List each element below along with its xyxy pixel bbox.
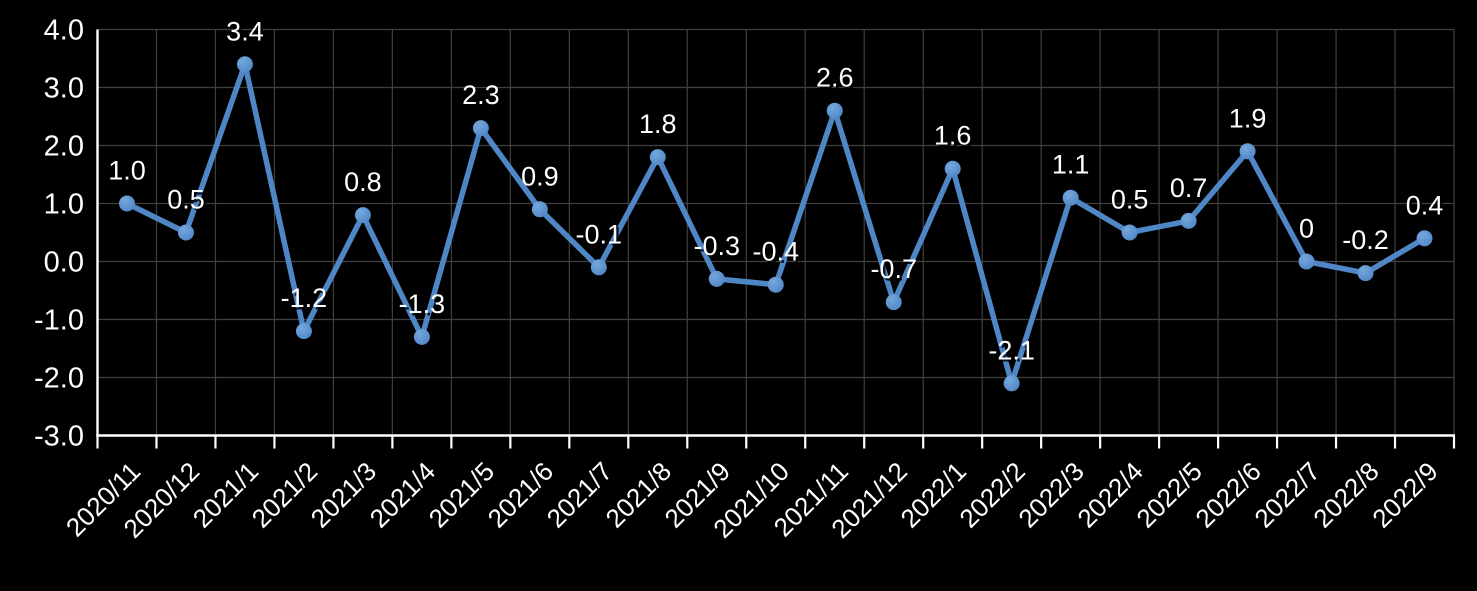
data-point-marker xyxy=(413,328,430,345)
data-point-label: 0.9 xyxy=(521,161,559,191)
y-axis-tick-label: 2.0 xyxy=(44,131,84,163)
data-point-marker xyxy=(1239,143,1256,160)
data-point-marker xyxy=(767,276,784,293)
data-point-marker xyxy=(826,102,843,119)
data-point-label: 1.6 xyxy=(934,121,972,151)
data-point-marker xyxy=(885,294,902,311)
data-point-marker xyxy=(944,160,961,177)
data-point-labels: 1.01.00.50.53.43.4-1.2-1.20.80.8-1.3-1.3… xyxy=(108,16,1445,367)
data-point-label-shadow: 1.9 xyxy=(1231,106,1269,136)
data-point-label: 2.3 xyxy=(462,80,500,110)
data-point-label-shadow: 2.6 xyxy=(818,65,856,95)
data-point-marker xyxy=(1003,375,1020,392)
axes xyxy=(96,29,1456,449)
data-point-label-shadow: 0.5 xyxy=(170,187,208,217)
data-point-label: -0.4 xyxy=(752,237,799,267)
data-point-label-shadow: 2.3 xyxy=(464,83,502,113)
data-point-markers xyxy=(118,56,1433,392)
data-point-label-shadow: 0.8 xyxy=(347,170,385,200)
y-axis-tick-label: 0.0 xyxy=(44,247,84,279)
data-point-marker xyxy=(590,259,607,276)
data-point-label-shadow: -1.3 xyxy=(401,291,448,321)
data-point-label: 0.5 xyxy=(167,185,205,215)
data-point-label-shadow: 0.4 xyxy=(1408,193,1446,223)
y-axis-tick-label: -1.0 xyxy=(34,305,84,337)
data-point-marker xyxy=(649,149,666,166)
data-point-label: -0.3 xyxy=(694,231,741,261)
data-point-label: -0.1 xyxy=(576,219,623,249)
data-point-label-shadow: -2.1 xyxy=(991,338,1038,368)
data-point-marker xyxy=(236,56,253,73)
data-point-label-shadow: 0.9 xyxy=(523,164,561,194)
data-point-label: -0.7 xyxy=(870,254,917,284)
data-point-marker xyxy=(531,201,548,218)
horizontal-gridlines xyxy=(97,28,1454,379)
data-point-marker xyxy=(1180,212,1197,229)
data-point-label: 0.7 xyxy=(1170,173,1208,203)
data-point-label-shadow: 1.0 xyxy=(111,158,149,188)
data-point-marker xyxy=(1298,253,1315,270)
data-point-label-shadow: 1.1 xyxy=(1054,152,1092,182)
y-axis-tick-label: -3.0 xyxy=(34,421,84,453)
data-point-label: 2.6 xyxy=(816,63,854,93)
data-point-label: 1.8 xyxy=(639,109,677,139)
data-point-marker xyxy=(177,224,194,241)
data-point-label: 0.5 xyxy=(1111,185,1149,215)
data-point-marker xyxy=(1357,265,1374,282)
y-axis-tick-label: 3.0 xyxy=(44,73,84,105)
data-point-label: -2.1 xyxy=(988,335,1035,365)
data-point-label-shadow: 1.6 xyxy=(936,123,974,153)
data-point-marker xyxy=(1416,230,1433,247)
data-point-label-shadow: -0.2 xyxy=(1345,228,1392,258)
data-point-label-shadow: -0.3 xyxy=(696,233,743,263)
data-point-label: 1.0 xyxy=(108,156,146,186)
data-point-label-shadow: 0.7 xyxy=(1172,175,1210,205)
data-point-label: 1.9 xyxy=(1229,103,1267,133)
data-point-label-shadow: -1.2 xyxy=(283,286,330,316)
data-point-marker xyxy=(118,195,135,212)
data-point-label-shadow: 0 xyxy=(1301,216,1316,246)
data-point-label: 0.4 xyxy=(1406,190,1444,220)
data-point-label: -0.2 xyxy=(1342,225,1389,255)
data-point-marker xyxy=(1121,224,1138,241)
data-point-marker xyxy=(472,120,489,137)
data-point-label-shadow: 0.5 xyxy=(1113,187,1151,217)
data-point-label: 0.8 xyxy=(344,167,382,197)
data-point-label-shadow: 3.4 xyxy=(229,19,267,49)
data-point-label-shadow: -0.1 xyxy=(578,222,625,252)
data-point-marker xyxy=(1062,189,1079,206)
y-axis-tick-labels: 4.0 3.0 2.0 1.0 0.0 -1.0 -2.0 -3.0 xyxy=(34,15,84,453)
data-point-label-shadow: -0.7 xyxy=(873,257,920,287)
y-axis-tick-label: 4.0 xyxy=(44,15,84,47)
data-point-marker xyxy=(354,207,371,224)
data-point-marker xyxy=(295,323,312,340)
data-point-label: -1.3 xyxy=(399,289,446,319)
data-point-label: 3.4 xyxy=(226,16,264,46)
data-point-label-shadow: 1.8 xyxy=(641,112,679,142)
vertical-gridlines xyxy=(155,29,1455,436)
data-point-label-shadow: -0.4 xyxy=(755,239,802,269)
y-axis-tick-label: 1.0 xyxy=(44,189,84,221)
data-point-marker xyxy=(708,270,725,287)
data-point-label: 1.1 xyxy=(1052,150,1090,180)
data-point-label: -1.2 xyxy=(281,283,328,313)
data-point-label: 0 xyxy=(1299,214,1314,244)
y-axis-tick-label: -2.0 xyxy=(34,363,84,395)
